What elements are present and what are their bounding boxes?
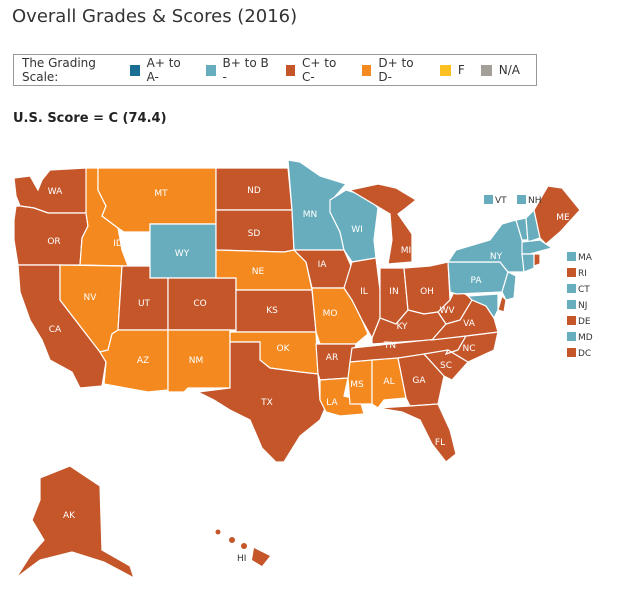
small-state-swatch-dc[interactable] bbox=[567, 348, 576, 357]
label-ga: GA bbox=[412, 376, 426, 386]
state-mt[interactable] bbox=[97, 167, 217, 233]
label-nd: ND bbox=[247, 186, 261, 196]
legend-item-c[interactable]: C+ to C- bbox=[285, 56, 346, 84]
small-state-swatch-de[interactable] bbox=[567, 316, 576, 325]
label-va: VA bbox=[463, 319, 476, 329]
state-nj[interactable] bbox=[501, 271, 517, 301]
label-in: IN bbox=[389, 287, 398, 297]
state-nm[interactable] bbox=[167, 329, 231, 393]
small-state-swatch-ri[interactable] bbox=[567, 268, 576, 277]
small-state-swatch-nh[interactable] bbox=[517, 195, 526, 204]
state-ct[interactable] bbox=[521, 253, 535, 273]
label-nc: NC bbox=[462, 344, 475, 354]
state-ak[interactable] bbox=[15, 465, 136, 580]
label-nm: NM bbox=[189, 356, 204, 366]
small-state-label-dc: DC bbox=[578, 349, 591, 359]
grading-scale-legend: The Grading Scale: A+ to A- B+ to B - C+… bbox=[13, 54, 537, 86]
label-ky: KY bbox=[396, 322, 408, 332]
label-mo: MO bbox=[323, 309, 338, 319]
label-ak: AK bbox=[63, 511, 76, 521]
label-hi: HI bbox=[237, 554, 246, 564]
legend-swatch-d bbox=[361, 64, 372, 76]
label-co: CO bbox=[193, 299, 206, 309]
small-state-swatch-ct[interactable] bbox=[567, 284, 576, 293]
label-ks: KS bbox=[266, 306, 278, 316]
page-title: Overall Grades & Scores (2016) bbox=[12, 6, 298, 27]
legend-swatch-a bbox=[130, 64, 140, 76]
us-score: U.S. Score = C (74.4) bbox=[13, 111, 167, 126]
label-me: ME bbox=[556, 213, 570, 223]
legend-swatch-f bbox=[439, 64, 451, 76]
legend-item-f[interactable]: F bbox=[439, 63, 465, 77]
state-ms[interactable] bbox=[347, 359, 373, 405]
label-tn: TN bbox=[383, 341, 396, 351]
state-ky[interactable] bbox=[371, 309, 447, 345]
label-il: IL bbox=[360, 287, 368, 297]
label-wy: WY bbox=[175, 249, 190, 259]
small-state-swatch-md[interactable] bbox=[567, 332, 576, 341]
label-mi: MI bbox=[401, 246, 411, 256]
state-me[interactable] bbox=[533, 185, 581, 245]
legend-swatch-b bbox=[206, 64, 216, 76]
label-ne: NE bbox=[252, 267, 265, 277]
label-ia: IA bbox=[318, 260, 328, 270]
small-state-label-ma: MA bbox=[578, 253, 593, 263]
small-state-swatch-ma[interactable] bbox=[567, 252, 576, 261]
label-ok: OK bbox=[277, 344, 291, 354]
state-la[interactable] bbox=[319, 377, 365, 417]
label-ut: UT bbox=[138, 299, 151, 309]
state-tx[interactable] bbox=[195, 341, 327, 463]
state-mi[interactable] bbox=[348, 183, 418, 265]
state-ma[interactable] bbox=[521, 239, 554, 255]
small-state-label-vt: VT bbox=[495, 196, 507, 206]
label-mt: MT bbox=[154, 189, 168, 199]
label-sc: SC bbox=[440, 361, 452, 371]
label-pa: PA bbox=[470, 276, 482, 286]
small-state-swatch-vt[interactable] bbox=[484, 195, 493, 204]
small-state-swatch-nj[interactable] bbox=[567, 300, 576, 309]
legend-label: The Grading Scale: bbox=[22, 56, 96, 84]
label-az: AZ bbox=[137, 356, 149, 366]
label-oh: OH bbox=[420, 287, 434, 297]
legend-swatch-na bbox=[480, 64, 492, 76]
state-de[interactable] bbox=[497, 294, 507, 313]
state-or[interactable] bbox=[13, 205, 89, 266]
label-or: OR bbox=[47, 237, 60, 247]
label-ny: NY bbox=[490, 252, 503, 262]
label-ar: AR bbox=[326, 353, 338, 363]
small-state-label-md: MD bbox=[578, 333, 593, 343]
state-sc[interactable] bbox=[422, 349, 469, 381]
state-ri[interactable] bbox=[533, 253, 541, 267]
label-fl: FL bbox=[435, 438, 445, 448]
label-al: AL bbox=[383, 377, 394, 387]
label-tx: TX bbox=[260, 398, 273, 408]
label-id: ID bbox=[113, 239, 123, 249]
small-state-label-nh: NH bbox=[528, 196, 542, 206]
state-md[interactable] bbox=[466, 293, 499, 320]
label-wv: WV bbox=[439, 306, 455, 316]
label-ca: CA bbox=[49, 325, 62, 335]
label-mn: MN bbox=[303, 210, 318, 220]
label-wi: WI bbox=[351, 225, 363, 235]
legend-swatch-c bbox=[285, 64, 295, 76]
legend-item-a[interactable]: A+ to A- bbox=[130, 56, 190, 84]
legend-item-na[interactable]: N/A bbox=[480, 63, 520, 77]
label-la: LA bbox=[326, 398, 338, 408]
state-az[interactable] bbox=[99, 329, 169, 393]
label-sd: SD bbox=[248, 229, 261, 239]
small-state-label-ct: CT bbox=[578, 285, 590, 295]
label-nv: NV bbox=[84, 293, 98, 303]
state-fl[interactable] bbox=[377, 403, 457, 463]
label-ms: MS bbox=[350, 380, 364, 390]
state-nc[interactable] bbox=[444, 331, 499, 363]
legend-item-d[interactable]: D+ to D- bbox=[361, 56, 424, 84]
state-hi[interactable] bbox=[215, 529, 271, 567]
label-wa: WA bbox=[48, 187, 63, 197]
small-state-label-ri: RI bbox=[578, 269, 587, 279]
small-state-label-nj: NJ bbox=[578, 301, 587, 311]
small-state-label-de: DE bbox=[578, 317, 591, 327]
legend-item-b[interactable]: B+ to B - bbox=[206, 56, 270, 84]
